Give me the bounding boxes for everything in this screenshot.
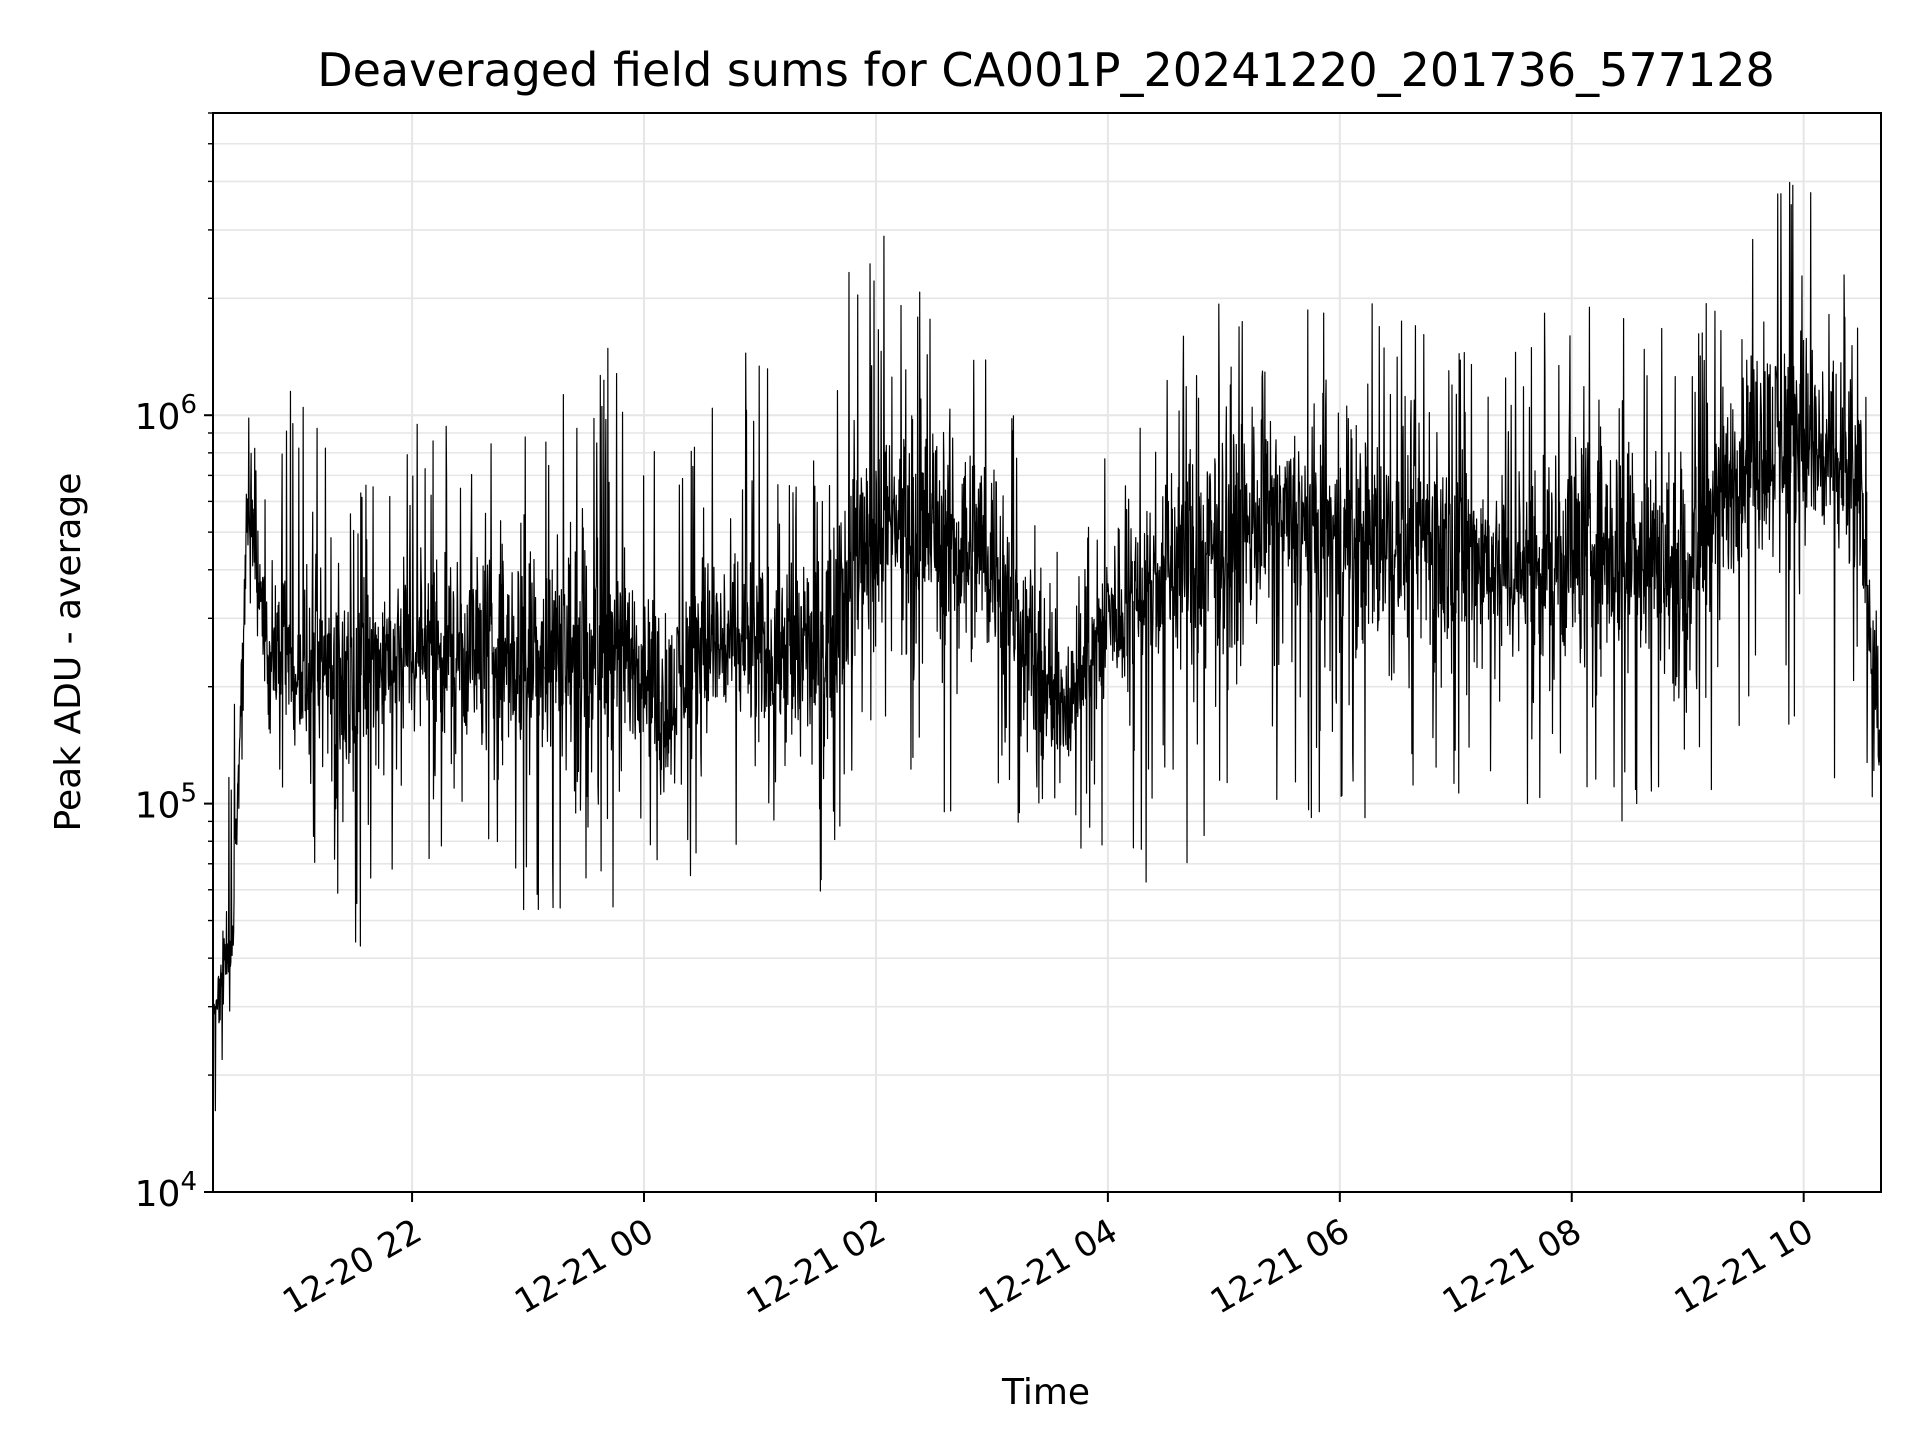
y-tick-label: 104	[135, 1167, 197, 1215]
y-tick-label: 105	[135, 779, 197, 827]
series-group	[212, 181, 1882, 1112]
series-line	[212, 181, 1882, 1112]
chart-title: Deaveraged field sums for CA001P_2024122…	[317, 43, 1775, 97]
y-axis: 104 105 106	[135, 112, 213, 1215]
y-tick-label: 106	[135, 390, 197, 438]
x-axis-label: Time	[1001, 1372, 1090, 1413]
y-axis-label: Peak ADU - average	[48, 473, 89, 832]
plot-frame	[212, 112, 1882, 1193]
